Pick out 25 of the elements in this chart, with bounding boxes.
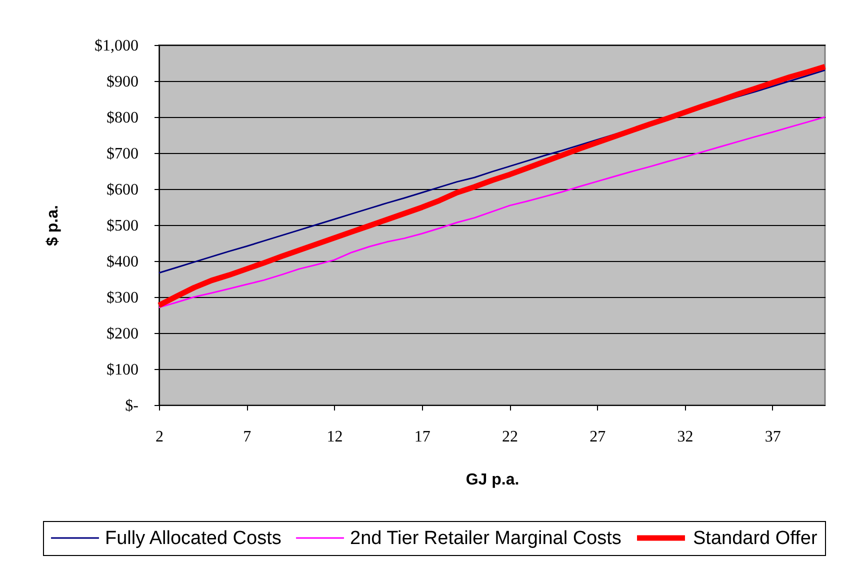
y-tick-label: $700 [106,146,138,162]
x-tick-label: 32 [677,428,694,446]
legend-label: 2nd Tier Retailer Marginal Costs [350,528,622,549]
legend-label: Fully Allocated Costs [105,528,282,549]
x-tick-label: 22 [502,428,518,446]
x-tick-label: 7 [243,428,252,446]
y-tick-label: $100 [106,362,138,378]
x-tick-label: 17 [414,428,430,446]
y-tick-label: $800 [106,110,138,126]
y-tick-label: $- [125,398,138,414]
x-tick-label: 12 [326,428,343,446]
y-tick-label: $600 [106,182,138,198]
y-axis-title: $ p.a. [44,205,62,246]
x-tick-label: 2 [156,428,164,446]
line-series [158,116,826,308]
y-tick-label: $200 [106,326,138,342]
x-tick-label: 27 [590,428,606,446]
x-axis-title: GJ p.a. [466,472,520,488]
y-tick-label: $1,000 [94,38,138,54]
y-tick-label: $400 [106,254,138,270]
x-tick-label: 37 [764,428,781,446]
y-tick-label: $900 [106,74,138,90]
y-tick-label: $500 [106,218,138,234]
y-tick-label: $300 [106,290,138,306]
legend-label: Standard Offer [693,528,818,549]
